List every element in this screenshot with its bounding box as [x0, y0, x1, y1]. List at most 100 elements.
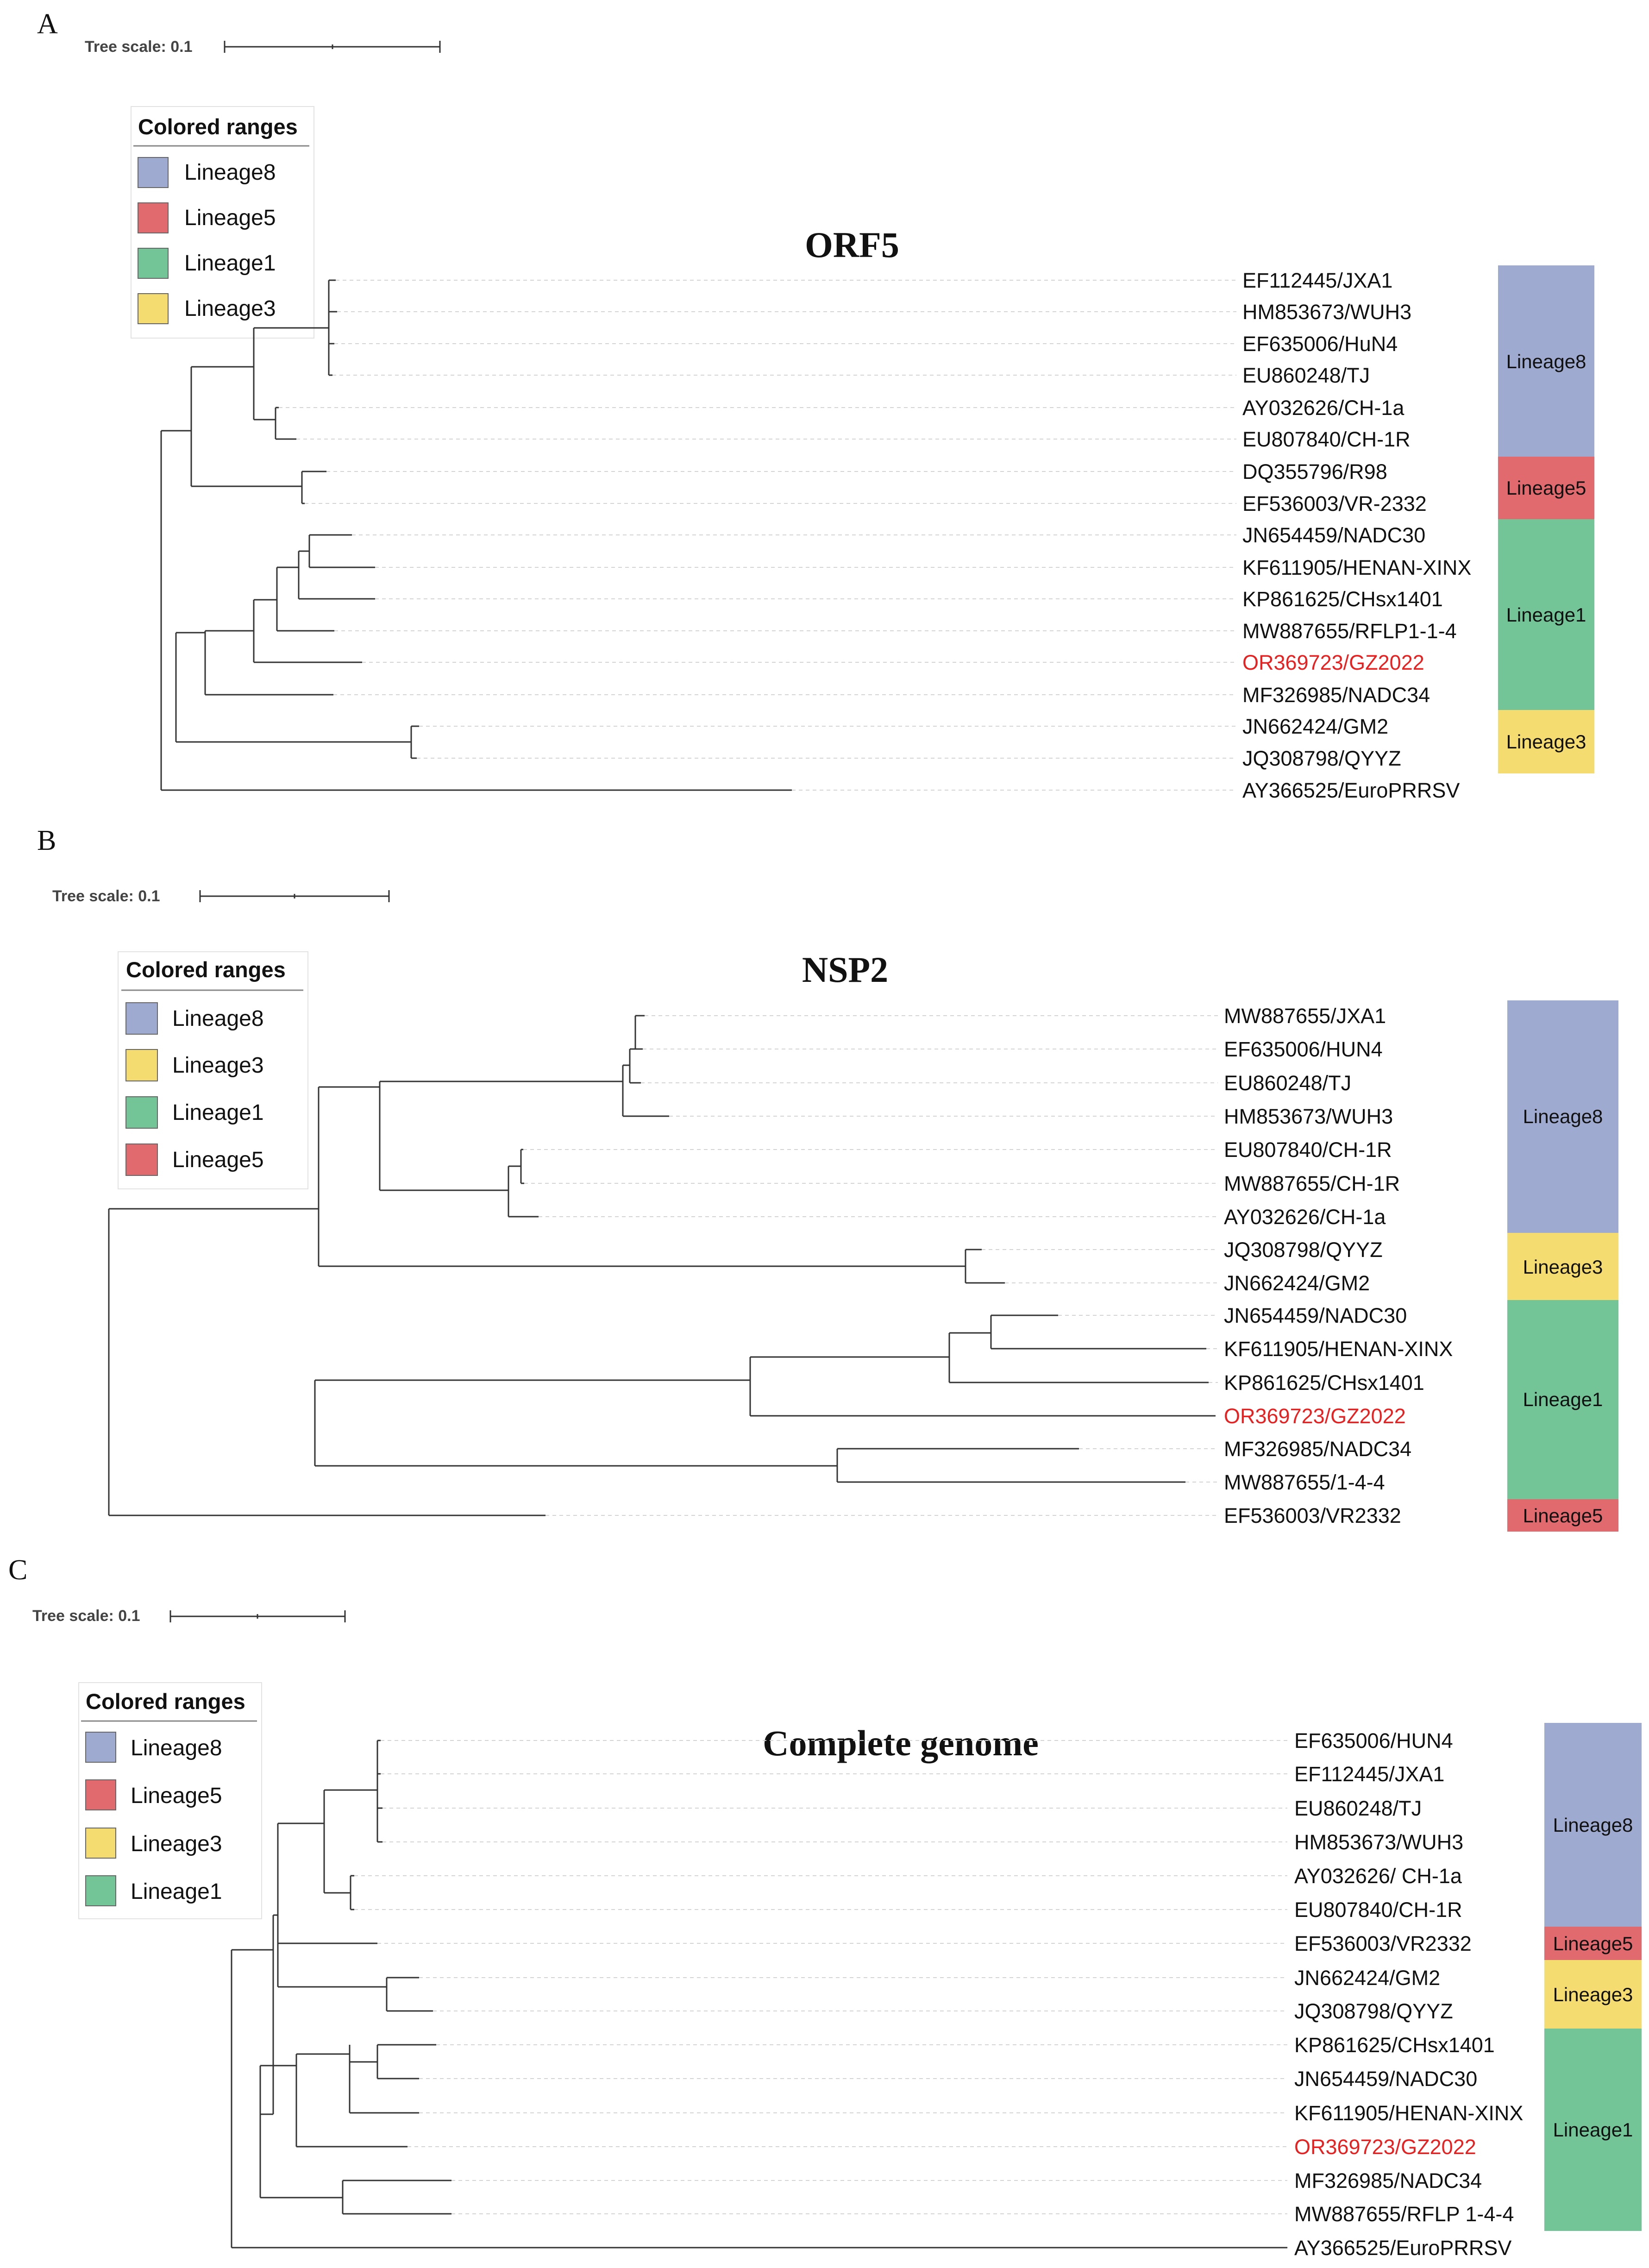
- legend-a: Colored ranges Lineage8 Lineage5 Lineage…: [131, 106, 314, 339]
- leaf-label-a-highlight: OR369723/GZ2022: [1242, 651, 1424, 674]
- legend-swatch-a-2: [138, 202, 169, 233]
- leaf-label-b: HM853673/WUH3: [1224, 1105, 1393, 1128]
- panel-a: A Tree scale: 0.1 Colored ranges Lineage…: [37, 8, 1594, 802]
- legend-swatch-b-3: [125, 1096, 158, 1129]
- range-block-a-lineage3: [1498, 710, 1594, 773]
- leaf-label-b: EF635006/HUN4: [1224, 1037, 1383, 1061]
- leaf-label-b: KF611905/HENAN-XINX: [1224, 1337, 1453, 1361]
- leaf-label-b: MF326985/NADC34: [1224, 1437, 1411, 1461]
- leaf-label-a: AY366525/EuroPRRSV: [1242, 779, 1460, 802]
- leaf-label-a: EF635006/HuN4: [1242, 332, 1398, 356]
- legend-label-c-3: Lineage3: [131, 1832, 222, 1856]
- leaf-label-b: MW887655/1-4-4: [1224, 1470, 1385, 1494]
- leaf-label-a: JN662424/GM2: [1242, 715, 1388, 738]
- leaf-label-c: EF112445/JXA1: [1294, 1762, 1444, 1786]
- leaf-label-a: EF536003/VR-2332: [1242, 492, 1427, 515]
- leaf-label-c: EU807840/CH-1R: [1294, 1898, 1462, 1922]
- legend-swatch-a-4: [138, 293, 169, 324]
- leaf-label-b: EU860248/TJ: [1224, 1071, 1351, 1095]
- range-strip-c: Lineage8 Lineage5 Lineage3 Lineage1: [1544, 1723, 1642, 2231]
- range-label-c-lineage5: Lineage5: [1553, 1933, 1633, 1954]
- range-label-c-lineage8: Lineage8: [1553, 1814, 1633, 1836]
- leaf-labels-c: EF635006/HUN4 EF112445/JXA1 EU860248/TJ …: [1294, 1729, 1523, 2260]
- legend-swatch-b-2: [125, 1049, 158, 1081]
- range-strip-a: Lineage8 Lineage5 Lineage1 Lineage3: [1498, 265, 1594, 773]
- leaf-label-c: KF611905/HENAN-XINX: [1294, 2101, 1523, 2125]
- leaf-label-c: EF536003/VR2332: [1294, 1932, 1472, 1955]
- tree-title-c: Complete genome: [763, 1723, 1039, 1763]
- range-label-a-lineage1: Lineage1: [1506, 604, 1586, 626]
- leaf-label-c: MW887655/RFLP 1-4-4: [1294, 2202, 1514, 2226]
- leaf-label-a: MF326985/NADC34: [1242, 683, 1430, 707]
- range-block-c-lineage3: [1544, 1960, 1642, 2029]
- range-block-c-lineage5: [1544, 1927, 1642, 1960]
- range-label-a-lineage3: Lineage3: [1506, 731, 1586, 753]
- leaf-label-b: AY032626/CH-1a: [1224, 1205, 1386, 1229]
- range-block-a-lineage5: [1498, 457, 1594, 519]
- leaf-label-a: EU860248/TJ: [1242, 364, 1370, 387]
- range-label-b-lineage8: Lineage8: [1523, 1106, 1603, 1127]
- legend-b: Colored ranges Lineage8 Lineage3 Lineage…: [118, 951, 308, 1189]
- legend-label-a-3: Lineage1: [184, 251, 276, 276]
- panel-letter-c: C: [8, 1554, 27, 1586]
- leaf-label-b: JN662424/GM2: [1224, 1271, 1370, 1295]
- legend-swatch-a-3: [138, 248, 169, 279]
- leaf-label-b: JN654459/NADC30: [1224, 1304, 1407, 1327]
- leaf-label-c: EU860248/TJ: [1294, 1797, 1422, 1820]
- panel-b: B Tree scale: 0.1 Colored ranges Lineage…: [37, 825, 1618, 1532]
- legend-title-a: Colored ranges: [138, 114, 298, 139]
- legend-label-a-2: Lineage5: [184, 206, 276, 230]
- range-label-b-lineage1: Lineage1: [1523, 1388, 1603, 1410]
- legend-swatch-c-3: [85, 1828, 116, 1859]
- range-label-a-lineage8: Lineage8: [1506, 351, 1586, 372]
- leaf-label-b: MW887655/JXA1: [1224, 1004, 1386, 1028]
- leaf-label-c: JN662424/GM2: [1294, 1966, 1440, 1990]
- leaf-label-c: JN654459/NADC30: [1294, 2067, 1477, 2091]
- panel-letter-a: A: [37, 8, 58, 40]
- legend-swatch-b-4: [125, 1143, 158, 1176]
- tree-title-b: NSP2: [802, 949, 888, 990]
- range-block-b-lineage5: [1507, 1499, 1618, 1532]
- legend-swatch-a-1: [138, 157, 169, 188]
- leaf-label-c: MF326985/NADC34: [1294, 2169, 1482, 2193]
- legend-swatch-c-2: [85, 1779, 116, 1810]
- range-strip-b: Lineage8 Lineage3 Lineage1 Lineage5: [1507, 1000, 1618, 1532]
- tree-title-a: ORF5: [805, 225, 899, 265]
- range-label-c-lineage1: Lineage1: [1553, 2119, 1633, 2141]
- leaf-label-a: AY032626/CH-1a: [1242, 396, 1404, 420]
- tree-b: [108, 1015, 1218, 1516]
- legend-label-b-1: Lineage8: [172, 1006, 264, 1031]
- tree-scale-label-a: Tree scale: 0.1: [85, 38, 193, 56]
- leaf-label-a: KF611905/HENAN-XINX: [1242, 556, 1471, 579]
- leaf-label-c: AY366525/EuroPRRSV: [1294, 2236, 1511, 2260]
- leaf-label-c: AY032626/ CH-1a: [1294, 1864, 1462, 1888]
- leaf-label-c: JQ308798/QYYZ: [1294, 1999, 1453, 2023]
- tree-c: [231, 1740, 1287, 2249]
- panel-letter-b: B: [37, 825, 56, 856]
- legend-label-b-4: Lineage5: [172, 1148, 264, 1172]
- leaf-label-c: EF635006/HUN4: [1294, 1729, 1453, 1753]
- tree-scale-label-b: Tree scale: 0.1: [52, 887, 160, 905]
- leaf-label-a: JN654459/NADC30: [1242, 523, 1425, 547]
- legend-title-c: Colored ranges: [86, 1689, 245, 1714]
- range-label-b-lineage5: Lineage5: [1523, 1505, 1603, 1527]
- legend-swatch-c-1: [85, 1732, 116, 1763]
- range-block-c-lineage1: [1544, 2029, 1642, 2231]
- legend-label-a-4: Lineage3: [184, 296, 276, 321]
- tree-scale-bar-c: [169, 1610, 346, 1622]
- leaf-label-b: MW887655/CH-1R: [1224, 1172, 1400, 1195]
- legend-swatch-c-4: [85, 1875, 116, 1906]
- leaf-labels-b: MW887655/JXA1 EF635006/HUN4 EU860248/TJ …: [1224, 1004, 1453, 1527]
- leaf-label-a: EU807840/CH-1R: [1242, 427, 1411, 451]
- range-label-a-lineage5: Lineage5: [1506, 477, 1586, 499]
- range-block-c-lineage8: [1544, 1723, 1642, 1927]
- range-block-b-lineage8: [1507, 1000, 1618, 1233]
- leaf-label-b: KP861625/CHsx1401: [1224, 1371, 1424, 1395]
- leaf-labels-a: EF112445/JXA1 HM853673/WUH3 EF635006/HuN…: [1242, 269, 1471, 802]
- leaf-label-a: HM853673/WUH3: [1242, 300, 1411, 324]
- leaf-label-a: MW887655/RFLP1-1-4: [1242, 619, 1457, 643]
- tree-scale-bar-a: [224, 41, 441, 53]
- legend-label-a-1: Lineage8: [184, 160, 276, 185]
- range-block-b-lineage1: [1507, 1300, 1618, 1499]
